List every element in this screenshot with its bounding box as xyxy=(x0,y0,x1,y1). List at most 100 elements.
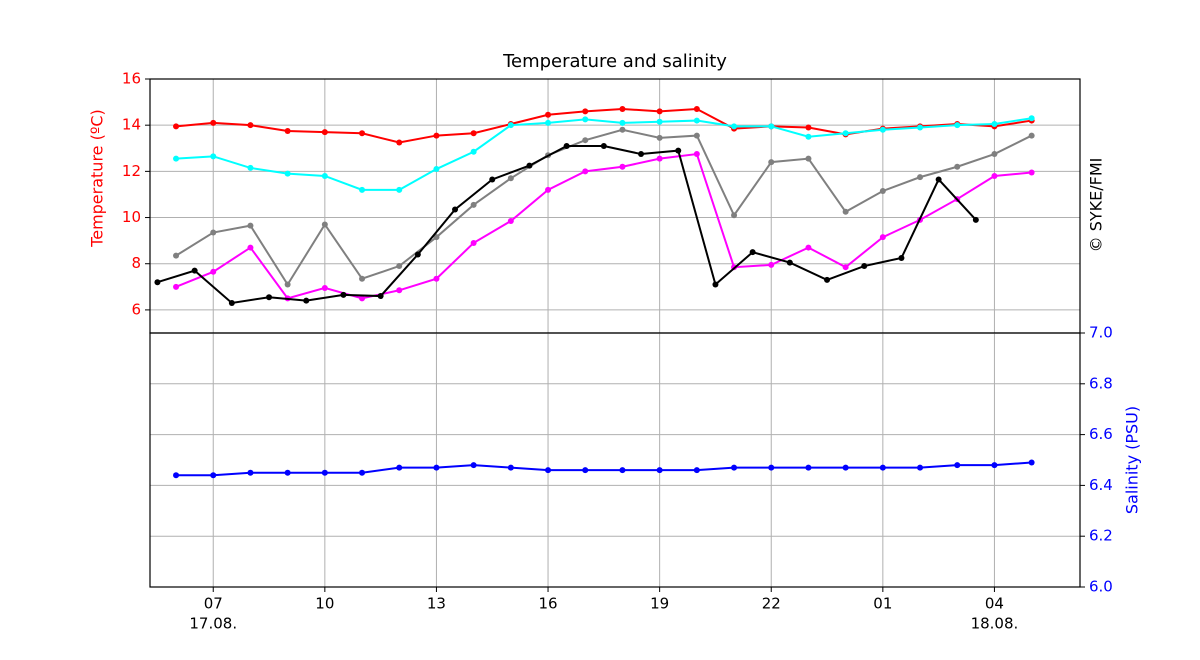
data-point xyxy=(917,464,924,471)
data-point xyxy=(619,106,626,113)
data-point xyxy=(768,464,775,471)
data-point xyxy=(824,276,831,283)
data-point xyxy=(619,119,626,126)
data-point xyxy=(433,234,440,241)
x-tick-label: 16 xyxy=(538,595,557,613)
data-point xyxy=(805,244,812,251)
data-point xyxy=(954,163,961,170)
data-point xyxy=(805,133,812,140)
data-point xyxy=(470,201,477,208)
data-point xyxy=(712,281,719,288)
data-point xyxy=(917,174,924,181)
data-point xyxy=(489,176,496,183)
y-tick-label: 16 xyxy=(122,70,141,88)
data-point xyxy=(228,299,235,306)
date-label: 17.08. xyxy=(189,615,237,633)
data-point xyxy=(210,119,217,126)
data-point xyxy=(842,130,849,137)
data-point xyxy=(768,123,775,130)
data-point xyxy=(991,151,998,158)
x-tick-label: 10 xyxy=(315,595,334,613)
data-point xyxy=(1028,132,1035,139)
x-tick-label: 19 xyxy=(650,595,669,613)
y-tick-label: 7.0 xyxy=(1089,324,1113,342)
y-tick-label: 6 xyxy=(131,300,141,318)
y-tick-label: 8 xyxy=(131,254,141,272)
data-point xyxy=(396,464,403,471)
data-point xyxy=(210,229,217,236)
y-tick-label: 14 xyxy=(122,116,141,134)
data-point xyxy=(768,159,775,166)
x-tick-label: 13 xyxy=(427,595,446,613)
data-point xyxy=(470,148,477,155)
data-point xyxy=(284,127,291,134)
y-tick-label: 6.2 xyxy=(1089,527,1113,545)
data-point xyxy=(321,172,328,179)
data-point xyxy=(507,175,514,182)
data-point xyxy=(284,469,291,476)
y-tick-label: 6.4 xyxy=(1089,476,1113,494)
data-point xyxy=(693,117,700,124)
data-point xyxy=(173,155,180,162)
data-point xyxy=(991,121,998,128)
series-line xyxy=(176,461,1032,477)
data-point xyxy=(619,467,626,474)
data-point xyxy=(842,464,849,471)
data-point xyxy=(563,142,570,149)
data-point xyxy=(545,186,552,193)
data-point xyxy=(731,212,738,219)
data-point xyxy=(340,291,347,298)
data-point xyxy=(991,172,998,179)
plot-frame xyxy=(149,78,1081,334)
data-point xyxy=(1028,169,1035,176)
data-point xyxy=(805,464,812,471)
series-line xyxy=(175,152,1032,300)
data-point xyxy=(1028,115,1035,122)
data-point xyxy=(693,467,700,474)
data-point xyxy=(321,221,328,228)
plot-frame xyxy=(149,332,1081,588)
data-point xyxy=(433,132,440,139)
data-point xyxy=(396,186,403,193)
data-point xyxy=(433,464,440,471)
data-point xyxy=(805,124,812,131)
data-point xyxy=(396,139,403,146)
data-point xyxy=(656,118,663,125)
data-point xyxy=(656,108,663,115)
data-point xyxy=(396,287,403,294)
data-point xyxy=(879,464,886,471)
data-point xyxy=(879,126,886,133)
data-point xyxy=(861,263,868,270)
data-point xyxy=(266,294,273,301)
series-line xyxy=(175,108,1032,144)
data-point xyxy=(173,123,180,130)
y-tick-label: 12 xyxy=(122,162,141,180)
data-point xyxy=(879,187,886,194)
data-point xyxy=(582,168,589,175)
y-tick-label: 10 xyxy=(122,208,141,226)
data-point xyxy=(154,279,161,286)
data-point xyxy=(545,467,552,474)
x-tick-label: 22 xyxy=(762,595,781,613)
data-point xyxy=(656,467,663,474)
data-point xyxy=(191,267,198,274)
data-point xyxy=(321,469,328,476)
data-point xyxy=(526,162,533,169)
data-point xyxy=(693,132,700,139)
data-point xyxy=(414,251,421,258)
data-point xyxy=(433,166,440,173)
y-tick-label: 6.0 xyxy=(1089,578,1113,596)
data-point xyxy=(359,469,366,476)
date-label: 18.08. xyxy=(971,615,1019,633)
y-axis-label: Salinity (PSU) xyxy=(1123,406,1142,514)
data-point xyxy=(507,122,514,129)
data-point xyxy=(359,295,366,302)
data-point xyxy=(210,268,217,275)
data-point xyxy=(470,130,477,137)
x-tick-label: 04 xyxy=(985,595,1004,613)
data-point xyxy=(359,186,366,193)
data-point xyxy=(210,153,217,160)
data-point xyxy=(582,108,589,115)
data-point xyxy=(321,284,328,291)
